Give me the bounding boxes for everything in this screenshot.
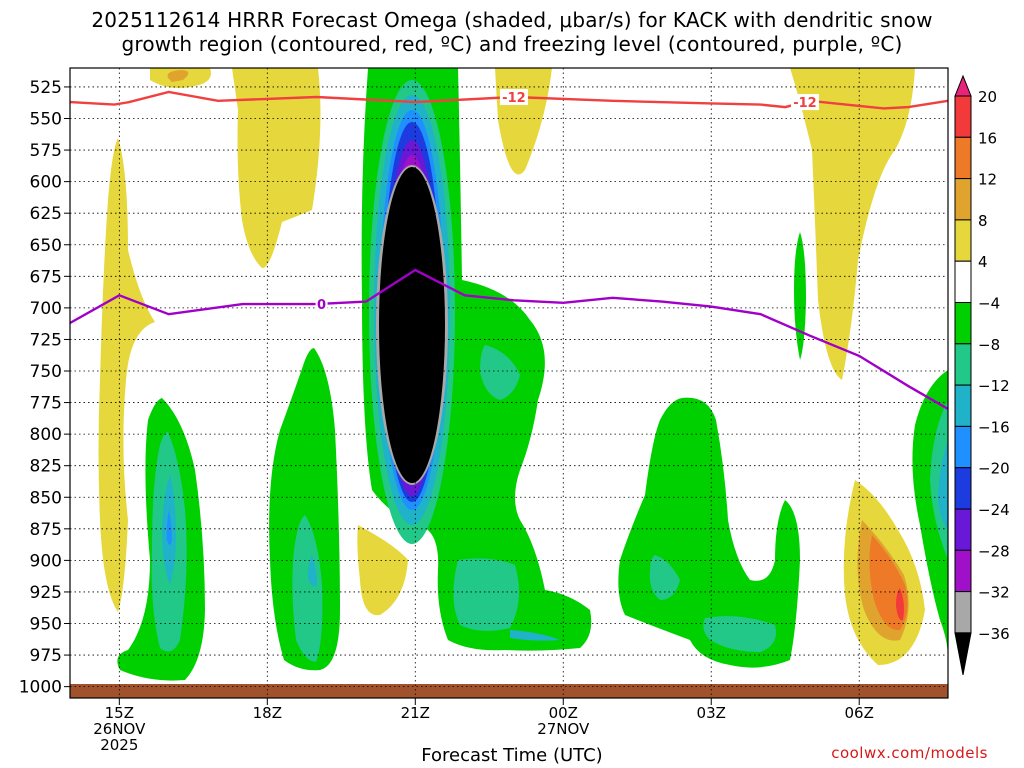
contour-line-0 — [69, 90, 949, 110]
colorbar-label-10: −24 — [978, 501, 1010, 519]
colorbar: 20 16 12 8 4 −4 −8 −12 −16 −20 −24 −28 −32 −36 — [954, 74, 1010, 675]
colorbar-label-9: −20 — [978, 460, 1010, 478]
title-line-1: 2025112614 HRRR Forecast Omega (shaded, … — [91, 8, 933, 32]
contour-label-0-1: -12 — [793, 96, 817, 111]
y-tick-label-600: 600 — [30, 173, 62, 193]
colorbar-swatch-7 — [954, 343, 972, 386]
colorbar-label-2: 12 — [978, 171, 997, 189]
y-tick-label-1000: 1000 — [19, 678, 62, 698]
colorbar-label-1: 16 — [978, 129, 997, 147]
colorbar-label-0: 20 — [978, 88, 997, 106]
colorbar-swatch-6 — [954, 302, 972, 345]
x-tick-label-27-0: 03Z — [697, 704, 726, 722]
colorbar-top-arrow — [954, 74, 972, 97]
contour-label-0-0: -12 — [502, 91, 526, 106]
y-tick-label-525: 525 — [30, 78, 62, 98]
y-tick-label-900: 900 — [30, 551, 62, 571]
y-tick-label-700: 700 — [30, 299, 62, 319]
colorbar-label-8: −16 — [978, 418, 1010, 436]
y-tick-label-625: 625 — [30, 204, 62, 224]
x-tick-label-15-2: 2025 — [100, 736, 138, 754]
colorbar-swatch-10 — [954, 467, 972, 510]
temperature-contours: -12 -12 0 — [69, 89, 949, 410]
colorbar-swatch-11 — [954, 508, 972, 551]
grid-lines — [70, 68, 948, 698]
chart-title: 2025112614 HRRR Forecast Omega (shaded, … — [0, 8, 1024, 56]
colorbar-label-4: 4 — [978, 253, 988, 271]
colorbar-swatch-4 — [954, 219, 972, 262]
colorbar-label-3: 8 — [978, 212, 988, 230]
colorbar-label-6: −8 — [978, 336, 1000, 354]
contour-label-1-0: 0 — [317, 298, 326, 313]
colorbar-label-12: −32 — [978, 584, 1010, 602]
colorbar-swatch-1 — [954, 95, 972, 138]
x-tick-label-24-1: 27NOV — [537, 720, 590, 738]
x-axis-label: Forecast Time (UTC) — [421, 745, 603, 766]
y-tick-label-725: 725 — [30, 330, 62, 350]
x-tick-label-30-0: 06Z — [845, 704, 874, 722]
contour-label-bg-0-1 — [790, 94, 819, 111]
y-tick-label-775: 775 — [30, 394, 62, 414]
colorbar-label-13: −36 — [978, 625, 1010, 643]
y-tick-label-950: 950 — [30, 615, 62, 635]
contour-line-1 — [69, 268, 949, 410]
colorbar-bottom-arrow — [954, 632, 972, 675]
y-tick-label-750: 750 — [30, 362, 62, 382]
colorbar-label-7: −12 — [978, 377, 1010, 395]
colorbar-swatch-9 — [954, 425, 972, 469]
y-tick-label-650: 650 — [30, 236, 62, 256]
colorbar-label-5: −4 — [978, 295, 1000, 313]
y-tick-label-675: 675 — [30, 267, 62, 287]
y-tick-label-825: 825 — [30, 457, 62, 477]
colorbar-label-11: −28 — [978, 542, 1010, 560]
x-tick-label-24-0: 00Z — [549, 704, 578, 722]
colorbar-swatch-3 — [954, 178, 972, 221]
x-tick-label-15-1: 26NOV — [93, 720, 146, 738]
contour-label-bg-1-0 — [315, 295, 328, 312]
credit-text: coolwx.com/models — [831, 744, 988, 762]
y-tick-label-575: 575 — [30, 141, 62, 161]
ground-surface — [70, 684, 948, 698]
contour-label-bg-0-0 — [499, 89, 528, 106]
x-tick-label-21-0: 21Z — [401, 704, 430, 722]
plot-frame — [69, 67, 949, 699]
title-line-2: growth region (contoured, red, ºC) and f… — [121, 32, 903, 56]
y-tick-label-875: 875 — [30, 520, 62, 540]
y-tick-label-800: 800 — [30, 425, 62, 445]
colorbar-swatch-12 — [954, 549, 972, 593]
colorbar-swatch-5 — [954, 260, 972, 304]
y-tick-label-550: 550 — [30, 110, 62, 130]
x-tick-label-15-0: 15Z — [105, 704, 134, 722]
colorbar-swatch-2 — [954, 136, 972, 180]
x-tick-label-18-0: 18Z — [253, 704, 282, 722]
y-tick-label-850: 850 — [30, 488, 62, 508]
y-tick-label-925: 925 — [30, 583, 62, 603]
y-tick-label-975: 975 — [30, 646, 62, 666]
y-axis: 525 550 575 600 625 650 675 700 725 750 775 800 825 8… — [19, 78, 70, 698]
colorbar-swatch-13 — [954, 591, 972, 634]
colorbar-swatch-8 — [954, 384, 972, 427]
